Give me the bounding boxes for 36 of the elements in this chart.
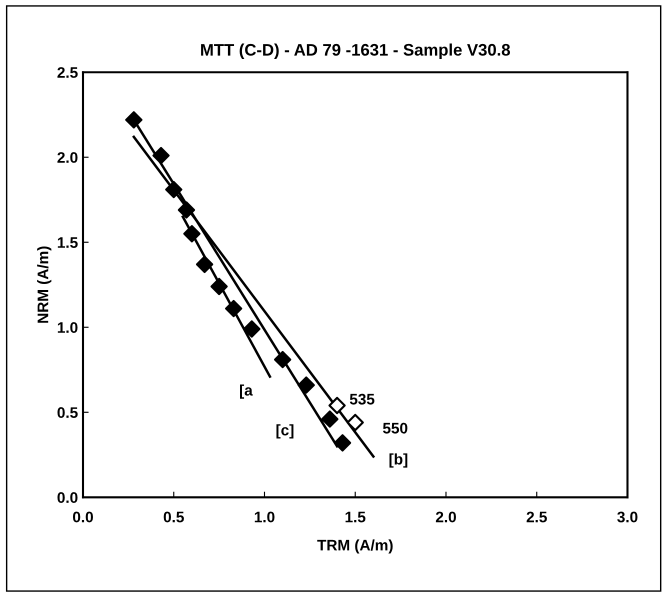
point <box>165 180 182 198</box>
point <box>224 300 242 318</box>
point <box>125 111 142 128</box>
y-tick-label: 1.5 <box>58 237 78 248</box>
point <box>178 201 196 219</box>
point <box>274 350 292 368</box>
point <box>328 396 346 414</box>
x-tick-label: 1.5 <box>346 512 366 522</box>
y-tick-label: 0.5 <box>58 407 78 418</box>
y-tick-label: 0.0 <box>58 492 78 503</box>
point <box>243 320 260 338</box>
point <box>321 410 338 428</box>
x-tick-label: 1.0 <box>254 512 274 522</box>
point <box>298 376 315 394</box>
annotation: [b] <box>389 453 408 468</box>
annotation: [a <box>240 384 253 399</box>
x-tick-label: 0.0 <box>72 512 93 522</box>
y-tick-label: 1.0 <box>58 322 78 333</box>
point <box>152 146 170 164</box>
x-tick-label: 2.0 <box>436 512 456 522</box>
x-tick-label: 2.5 <box>526 512 547 522</box>
annotation: 550 <box>382 422 408 434</box>
point <box>196 256 214 274</box>
annotation: [c] <box>276 424 294 439</box>
point <box>210 278 228 296</box>
point <box>334 434 352 452</box>
y-tick-label: 2.5 <box>57 67 78 78</box>
x-tick-label: 0.5 <box>164 512 184 522</box>
y-axis-title: NRM (A/m) <box>37 246 52 323</box>
x-axis-title: TRM (A/m) <box>317 539 393 554</box>
annotation: 535 <box>350 394 374 405</box>
point <box>183 225 201 242</box>
chart-title: MTT (C-D) - AD 79 -1631 - Sample V30.8 <box>201 43 510 60</box>
point <box>346 414 364 432</box>
x-tick-label: 3.0 <box>617 512 638 522</box>
y-tick-label: 2.0 <box>57 152 78 163</box>
